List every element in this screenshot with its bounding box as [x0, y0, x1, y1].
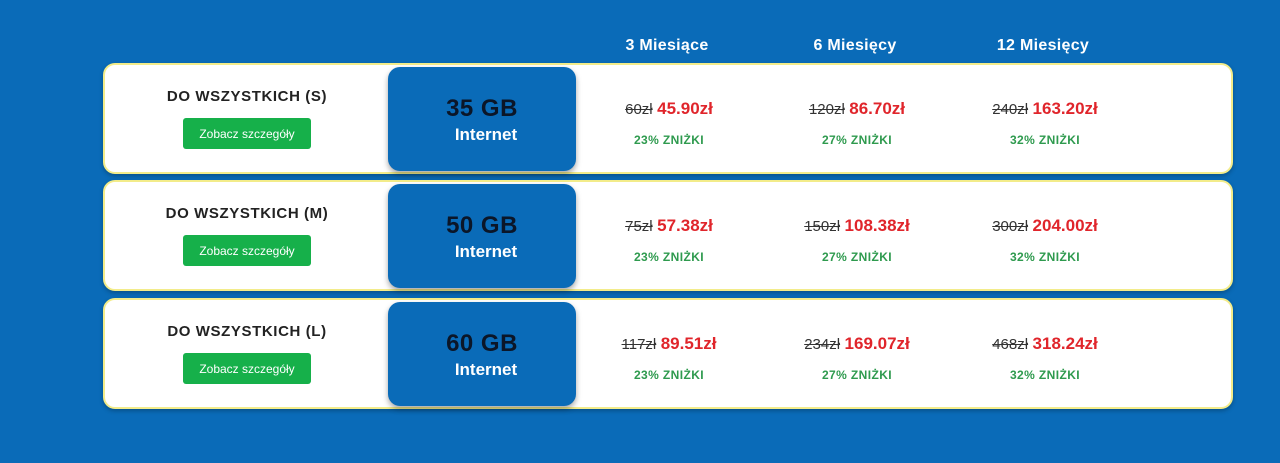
plan-row: DO WSZYSTKICH (M) Zobacz szczegóły 50 GB… — [103, 180, 1233, 291]
plan-name: DO WSZYSTKICH (M) — [165, 205, 329, 222]
discount-label: 32% ZNIŻKI — [1009, 368, 1080, 382]
data-allowance-box: 50 GB Internet — [388, 184, 576, 288]
discount-label: 27% ZNIŻKI — [821, 133, 892, 147]
data-allowance-box: 60 GB Internet — [388, 302, 576, 406]
discount-label: 23% ZNIŻKI — [633, 368, 704, 382]
discount-label: 27% ZNIŻKI — [821, 368, 892, 382]
new-price: 108.38zł — [844, 216, 910, 235]
old-price: 75zł — [625, 218, 653, 235]
discount-label: 27% ZNIŻKI — [821, 250, 892, 264]
data-label: Internet — [454, 242, 518, 261]
price: 234zł 169.07zł — [767, 334, 947, 354]
discount-label: 23% ZNIŻKI — [633, 133, 704, 147]
data-allowance-box: 35 GB Internet — [388, 67, 576, 171]
data-label: Internet — [454, 125, 518, 144]
old-price: 150zł — [804, 218, 841, 235]
details-button[interactable]: Zobacz szczegóły — [183, 118, 311, 149]
old-price: 60zł — [625, 101, 653, 118]
plan-name: DO WSZYSTKICH (S) — [166, 88, 328, 105]
price: 120zł 86.70zł — [767, 99, 947, 119]
details-button[interactable]: Zobacz szczegóły — [183, 353, 311, 384]
data-label: Internet — [454, 360, 518, 379]
data-amount: 50 GB — [446, 212, 518, 239]
data-amount: 35 GB — [446, 95, 518, 122]
new-price: 86.70zł — [849, 99, 906, 118]
discount-label: 32% ZNIŻKI — [1009, 133, 1080, 147]
price: 150zł 108.38zł — [767, 216, 947, 236]
new-price: 45.90zł — [657, 99, 713, 118]
old-price: 300zł — [992, 218, 1029, 235]
plan-row: DO WSZYSTKICH (L) Zobacz szczegóły 60 GB… — [103, 298, 1233, 409]
old-price: 234zł — [804, 336, 841, 353]
price: 240zł 163.20zł — [955, 99, 1135, 119]
old-price: 468zł — [992, 336, 1029, 353]
old-price: 120zł — [808, 101, 845, 118]
new-price: 204.00zł — [1032, 216, 1098, 235]
price: 468zł 318.24zł — [955, 334, 1135, 354]
new-price: 163.20zł — [1032, 99, 1098, 118]
old-price: 117zł — [621, 336, 657, 353]
details-button[interactable]: Zobacz szczegóły — [183, 235, 311, 266]
new-price: 57.38zł — [657, 216, 713, 235]
discount-label: 32% ZNIŻKI — [1009, 250, 1080, 264]
data-amount: 60 GB — [446, 330, 518, 357]
column-header-3m: 3 Miesiące — [625, 37, 709, 54]
new-price: 318.24zł — [1032, 334, 1098, 353]
column-header-12m: 12 Miesięcy — [996, 37, 1090, 54]
price: 75zł 57.38zł — [579, 216, 759, 236]
new-price: 169.07zł — [844, 334, 910, 353]
column-header-6m: 6 Miesięcy — [813, 37, 897, 54]
price: 60zł 45.90zł — [579, 99, 759, 119]
price: 300zł 204.00zł — [955, 216, 1135, 236]
plan-name: DO WSZYSTKICH (L) — [167, 323, 327, 340]
new-price: 89.51zł — [660, 334, 717, 353]
discount-label: 23% ZNIŻKI — [633, 250, 704, 264]
price: 117zł 89.51zł — [579, 334, 759, 354]
old-price: 240zł — [992, 101, 1029, 118]
plan-row: DO WSZYSTKICH (S) Zobacz szczegóły 35 GB… — [103, 63, 1233, 174]
